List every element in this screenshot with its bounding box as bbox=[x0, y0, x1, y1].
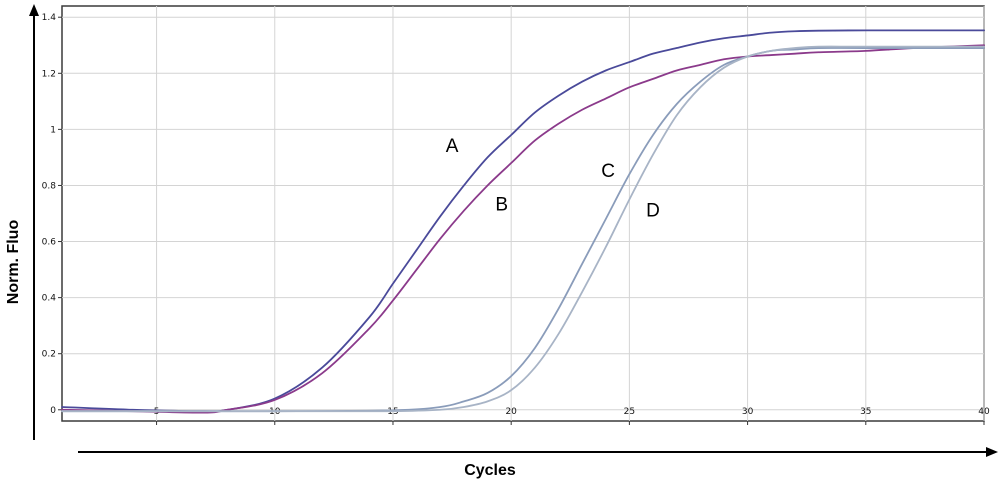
y-axis-ticks: 0 0.2 0.4 0.6 0.8 1 1.2 1.4 bbox=[42, 13, 62, 416]
curve-label-b: B bbox=[495, 195, 508, 216]
grid-lines bbox=[62, 6, 985, 421]
y-tick-label: 1.4 bbox=[42, 13, 57, 23]
x-tick-label: 40 bbox=[978, 407, 990, 417]
curve-annotations: A B C D bbox=[446, 136, 660, 221]
x-tick-label: 30 bbox=[742, 407, 754, 417]
y-tick-label: 1.2 bbox=[42, 69, 56, 79]
curve-label-d: D bbox=[646, 200, 660, 221]
y-tick-label: 0.2 bbox=[42, 350, 56, 360]
x-tick-label: 25 bbox=[624, 407, 635, 417]
y-tick-label: 0.6 bbox=[42, 238, 57, 248]
x-axis-title: Cycles bbox=[464, 462, 516, 479]
series-line-b bbox=[61, 44, 985, 414]
curve-label-c: C bbox=[601, 161, 615, 182]
x-tick-label: 20 bbox=[505, 407, 517, 417]
plot-area bbox=[61, 5, 985, 422]
x-axis-arrowhead bbox=[986, 447, 998, 457]
x-tick-label: 35 bbox=[860, 407, 871, 417]
y-tick-label: 0 bbox=[50, 406, 56, 416]
y-tick-label: 1 bbox=[50, 125, 56, 135]
series-line-a bbox=[61, 29, 985, 413]
y-axis-title: Norm. Fluo bbox=[5, 220, 22, 305]
curve-label-a: A bbox=[446, 136, 459, 157]
y-tick-label: 0.8 bbox=[42, 181, 57, 191]
y-axis-arrowhead bbox=[29, 4, 39, 16]
series-lines bbox=[61, 29, 985, 414]
y-tick-label: 0.4 bbox=[42, 294, 57, 304]
series-line-d bbox=[61, 45, 985, 413]
